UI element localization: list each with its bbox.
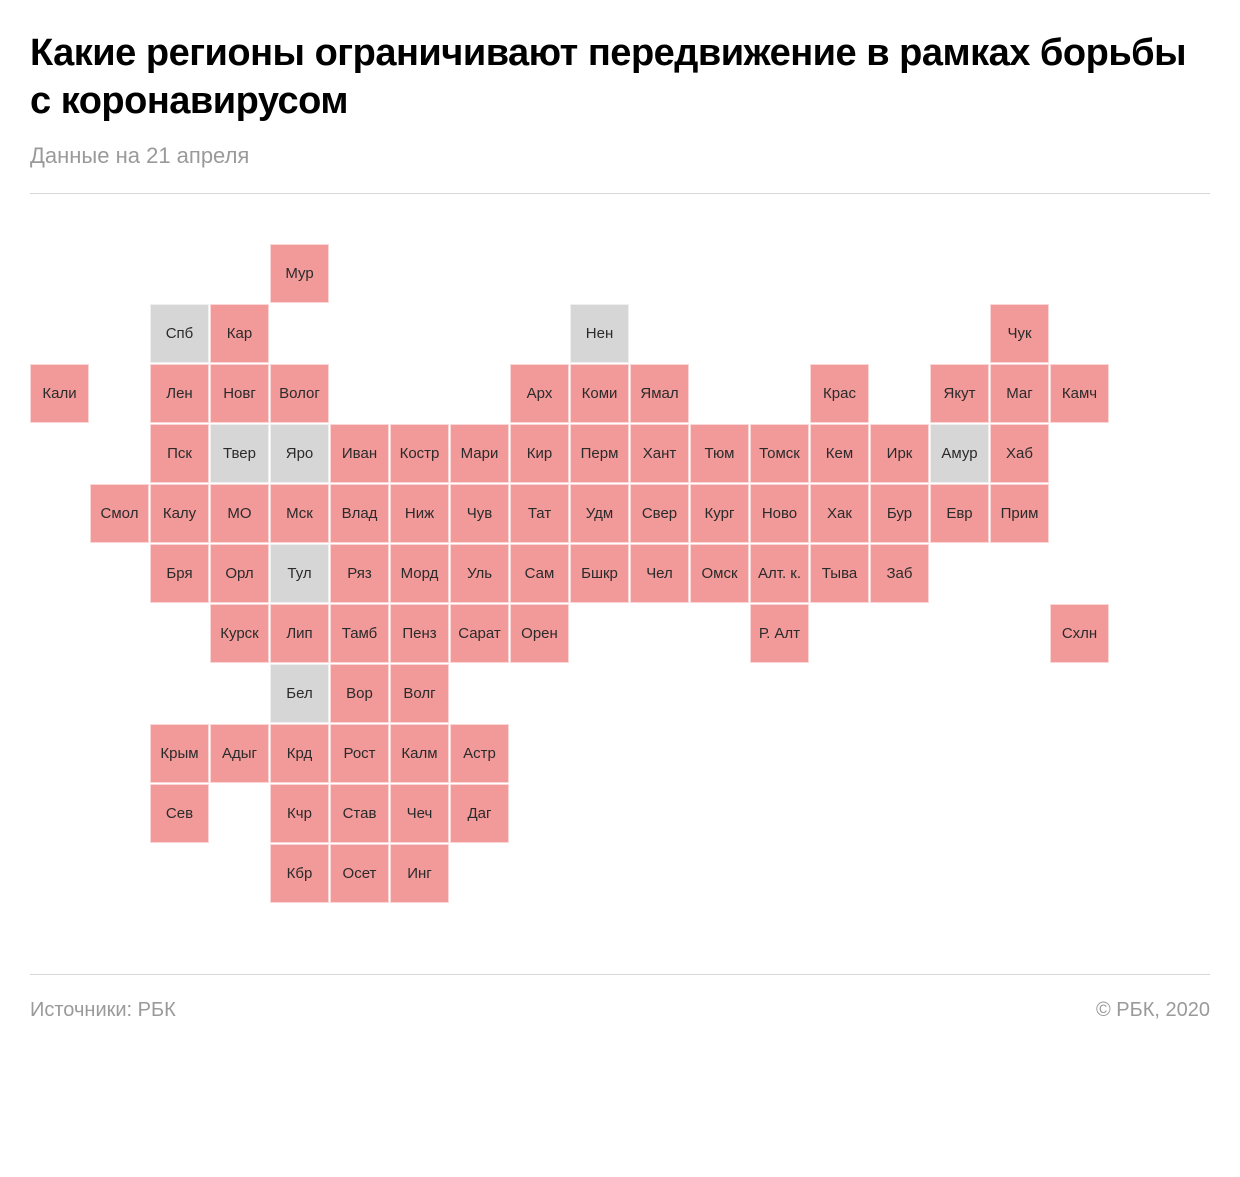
divider-bottom	[30, 974, 1210, 975]
region-cell: Крд	[270, 724, 329, 783]
region-cell: Адыг	[210, 724, 269, 783]
region-cell: Морд	[390, 544, 449, 603]
region-cell: Кали	[30, 364, 89, 423]
region-cell: Хак	[810, 484, 869, 543]
region-cell: Вор	[330, 664, 389, 723]
region-cell: Пск	[150, 424, 209, 483]
region-cell: Кург	[690, 484, 749, 543]
region-cell: Томск	[750, 424, 809, 483]
region-cell: Ирк	[870, 424, 929, 483]
region-cell: Кем	[810, 424, 869, 483]
region-cell: Сам	[510, 544, 569, 603]
region-cell: Камч	[1050, 364, 1109, 423]
region-cell: Бел	[270, 664, 329, 723]
region-cell: Евр	[930, 484, 989, 543]
region-cell: Чел	[630, 544, 689, 603]
region-cell: Кбр	[270, 844, 329, 903]
region-cell: Лип	[270, 604, 329, 663]
region-cell: Заб	[870, 544, 929, 603]
region-cell: Орен	[510, 604, 569, 663]
region-cell: Якут	[930, 364, 989, 423]
region-cell: Уль	[450, 544, 509, 603]
region-cell: Ямал	[630, 364, 689, 423]
region-cell: Тул	[270, 544, 329, 603]
region-cell: Даг	[450, 784, 509, 843]
region-cell: Иван	[330, 424, 389, 483]
region-cell: Мари	[450, 424, 509, 483]
region-cell: Крас	[810, 364, 869, 423]
region-cell: Яро	[270, 424, 329, 483]
region-cell: Влад	[330, 484, 389, 543]
region-cell: Осет	[330, 844, 389, 903]
region-cell: Калм	[390, 724, 449, 783]
region-cell: Тюм	[690, 424, 749, 483]
region-cell: Твер	[210, 424, 269, 483]
region-cell: Бшкр	[570, 544, 629, 603]
region-cell: Мск	[270, 484, 329, 543]
region-cell: Калу	[150, 484, 209, 543]
divider-top	[30, 193, 1210, 194]
region-cell: Хант	[630, 424, 689, 483]
region-cell: Алт. к.	[750, 544, 809, 603]
region-cell: Прим	[990, 484, 1049, 543]
region-cell: Хаб	[990, 424, 1049, 483]
region-cell: Ново	[750, 484, 809, 543]
region-cell: Омск	[690, 544, 749, 603]
region-cell: Пенз	[390, 604, 449, 663]
region-cell: Арх	[510, 364, 569, 423]
region-cell: Р. Алт	[750, 604, 809, 663]
region-cell: Астр	[450, 724, 509, 783]
region-cell: Схлн	[1050, 604, 1109, 663]
region-cell: Мур	[270, 244, 329, 303]
region-cell: Свер	[630, 484, 689, 543]
region-cell: Новг	[210, 364, 269, 423]
region-cell: Став	[330, 784, 389, 843]
region-cell: Ряз	[330, 544, 389, 603]
region-cell: Сев	[150, 784, 209, 843]
region-cell: Костр	[390, 424, 449, 483]
region-cell: Спб	[150, 304, 209, 363]
chart-footer: Источники: РБК © РБК, 2020	[30, 999, 1210, 1022]
region-cell: Нен	[570, 304, 629, 363]
region-cell: Волог	[270, 364, 329, 423]
chart-title: Какие регионы ограничивают передвижение …	[30, 30, 1210, 125]
region-cell: Чеч	[390, 784, 449, 843]
region-cell: Кир	[510, 424, 569, 483]
region-cell: Бря	[150, 544, 209, 603]
region-cell: Лен	[150, 364, 209, 423]
region-cell: Чув	[450, 484, 509, 543]
region-cell: Волг	[390, 664, 449, 723]
region-cell: Тыва	[810, 544, 869, 603]
region-cell: МО	[210, 484, 269, 543]
region-cell: Кчр	[270, 784, 329, 843]
region-cell: Сарат	[450, 604, 509, 663]
region-cell: Перм	[570, 424, 629, 483]
region-tile-grid: Мур СпбКар Нен Чук Кали ЛенНовгВолог АрхКомиЯм…	[30, 244, 1210, 904]
footer-source: Источники: РБК	[30, 999, 176, 1022]
region-cell: Смол	[90, 484, 149, 543]
region-cell: Чук	[990, 304, 1049, 363]
region-cell: Курск	[210, 604, 269, 663]
region-cell: Ниж	[390, 484, 449, 543]
footer-copyright: © РБК, 2020	[1096, 999, 1210, 1022]
region-cell: Коми	[570, 364, 629, 423]
region-cell: Орл	[210, 544, 269, 603]
region-cell: Маг	[990, 364, 1049, 423]
chart-subtitle: Данные на 21 апреля	[30, 143, 1210, 169]
region-cell: Амур	[930, 424, 989, 483]
region-cell: Инг	[390, 844, 449, 903]
region-cell: Тамб	[330, 604, 389, 663]
region-cell: Бур	[870, 484, 929, 543]
region-cell: Удм	[570, 484, 629, 543]
region-cell: Рост	[330, 724, 389, 783]
region-cell: Крым	[150, 724, 209, 783]
region-cell: Тат	[510, 484, 569, 543]
region-cell: Кар	[210, 304, 269, 363]
